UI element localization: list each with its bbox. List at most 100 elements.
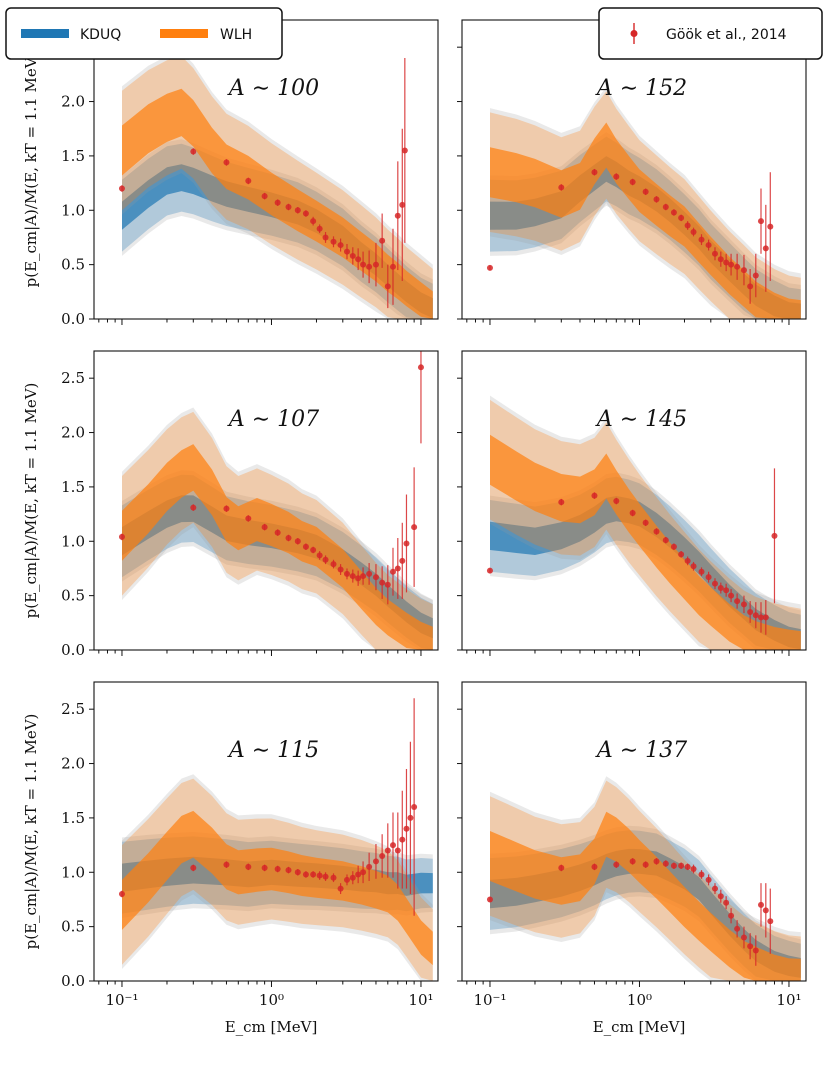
panel-title: A ∼ 115 [227,738,319,763]
x-tick-label: 10⁰ [627,991,652,1009]
kduq-band-68 [490,496,801,650]
panel-title: A ∼ 145 [595,407,687,432]
data-point [762,907,769,914]
data-point [407,814,414,821]
y-tick-label: 0.5 [61,918,85,936]
data-point [190,864,197,871]
wlh-band-group [490,87,801,319]
data-point [389,263,396,270]
data-point [372,261,379,268]
data-point [740,934,747,941]
x-axis: 10⁻¹ 10⁰ 10¹ [98,981,434,1009]
data-point [717,585,724,592]
wlh-band-68 [122,444,433,650]
data-point [330,874,337,881]
panel-title: A ∼ 152 [595,76,687,101]
data-point [723,899,730,906]
data-point [343,248,350,255]
panel-title: A ∼ 137 [595,738,687,763]
y-tick-label: 2.0 [61,424,85,442]
data-point [245,863,252,870]
data-point [360,869,367,876]
data-point [591,863,598,870]
x-axis [98,650,422,656]
data-point [372,858,379,865]
y-axis: 0.0 0.5 1.0 1.5 2.0 2.5 [61,369,94,659]
data-point [734,925,741,932]
data-point [717,893,724,900]
data-point [558,184,565,191]
data-point [360,573,367,580]
data-point [379,852,386,859]
data-point [322,556,329,563]
y-axis-label: p(E_cm|A)/M(E, kT = 1.1 MeV) [22,383,40,619]
legend-models: KDUQ WLH [5,7,283,60]
data-point [330,561,337,568]
data-point [366,570,373,577]
data-point [399,557,406,564]
data-point [403,825,410,832]
data-point [728,261,735,268]
gook-data [486,858,774,966]
data-point [734,263,741,270]
data-point [728,912,735,919]
y-tick-label: 1.5 [61,809,85,827]
data-point [705,574,712,581]
data-point [662,860,669,867]
gook-data [486,468,778,635]
data-point [767,223,774,230]
data-point [322,234,329,241]
data-point [684,557,691,564]
plot-area [486,395,801,650]
gook-data [118,698,418,916]
data-point [747,283,754,290]
data-point [389,568,396,575]
y-tick-label: 1.0 [61,863,85,881]
y-tick-label: 0.0 [61,641,85,659]
wlh-band-68 [490,811,801,981]
data-point [285,535,292,542]
data-point [678,862,685,869]
data-point [261,524,268,531]
panel-title: A ∼ 100 [227,76,319,101]
data-point [379,237,386,244]
plot-area [486,776,801,981]
wlh-band-group [122,407,433,650]
wlh-band-group [490,776,801,981]
data-point [349,573,356,580]
data-point [613,498,620,505]
data-point [223,505,230,512]
x-axis [466,319,790,325]
panel-6: 10⁻¹ 10⁰ 10¹ E_cm [MeV] A ∼ 137 [457,681,807,1036]
data-point [223,159,230,166]
data-point [752,272,759,279]
data-point [223,861,230,868]
data-point [274,199,281,206]
data-point [752,947,759,954]
data-point [486,264,493,271]
data-point [372,574,379,581]
data-point [653,858,660,865]
data-point [771,532,778,539]
data-point [740,601,747,608]
data-point [337,566,344,573]
y-axis [457,377,462,651]
data-point [747,943,754,950]
data-point [711,250,718,257]
data-point [394,847,401,854]
y-axis [457,46,462,320]
data-point [629,510,636,517]
legend-wlh-label: WLH [220,27,252,43]
data-point [558,499,565,506]
gook-data [118,58,408,309]
data-point [310,871,317,878]
data-point [629,858,636,865]
y-tick-label: 0.5 [61,587,85,605]
data-point [411,804,418,811]
y-axis-label: p(E_cm|A)/M(E, kT = 1.1 MeV) [22,714,40,950]
data-point [285,204,292,211]
data-point [403,540,410,547]
data-point [349,252,356,259]
y-axis-label: p(E_cm|A)/M(E, kT = 1.1 MeV) [22,52,40,288]
